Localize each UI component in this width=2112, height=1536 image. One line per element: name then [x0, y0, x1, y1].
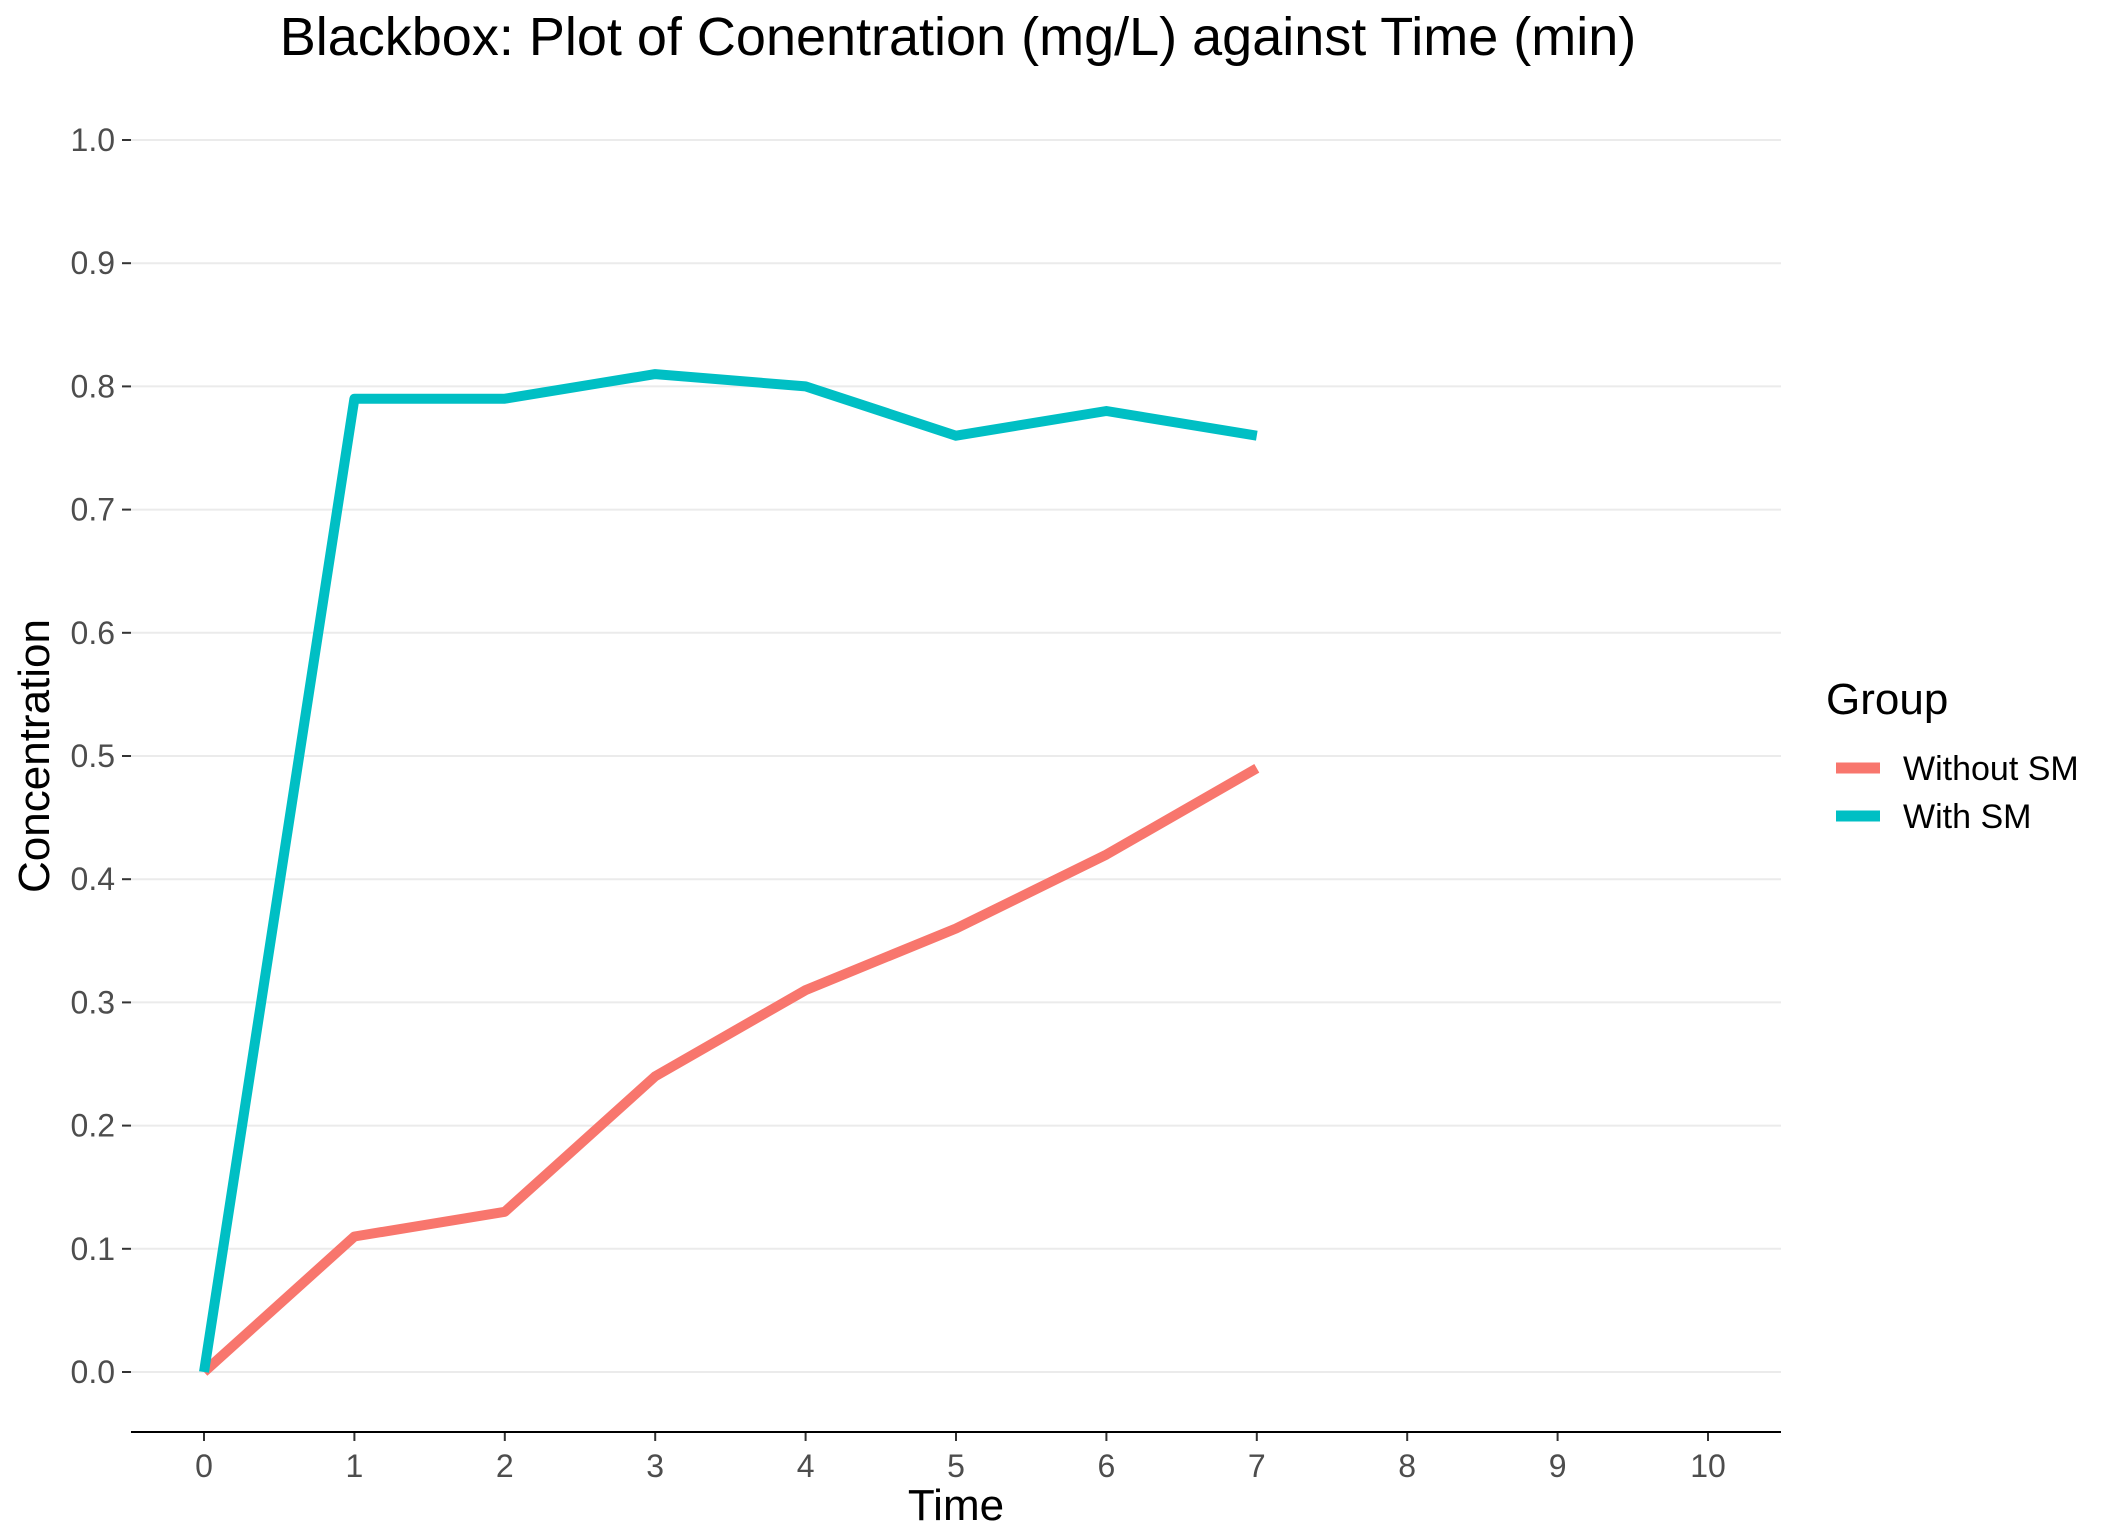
- series-line-with-sm: [199, 369, 1258, 1373]
- series-line-without-sm: [200, 763, 1260, 1376]
- y-tick-label: 0.5: [71, 738, 115, 774]
- y-axis-title: Concentration: [10, 619, 59, 893]
- x-tick-label: 3: [646, 1448, 664, 1484]
- x-tick-label: 7: [1248, 1448, 1266, 1484]
- y-tick-label: 0.7: [71, 492, 115, 528]
- x-tick-label: 4: [797, 1448, 815, 1484]
- x-tick-label: 1: [346, 1448, 364, 1484]
- y-tick-label: 0.1: [71, 1231, 115, 1267]
- y-tick-label: 0.9: [71, 245, 115, 281]
- series-group: [199, 369, 1260, 1376]
- x-tick-label: 10: [1690, 1448, 1726, 1484]
- y-tick-label: 0.2: [71, 1108, 115, 1144]
- legend-items: Without SM With SM: [1836, 750, 2079, 836]
- y-tick-label: 0.6: [71, 615, 115, 651]
- x-tick-label: 5: [947, 1448, 965, 1484]
- y-axis: 0.0 0.1 0.2 0.3 0.4 0.5 0.6 0.7 0.8 0.9 1.0: [71, 122, 131, 1390]
- y-tick-label: 0.3: [71, 984, 115, 1020]
- legend-title: Group: [1826, 675, 1948, 724]
- x-tick-label: 6: [1098, 1448, 1116, 1484]
- x-tick-label: 0: [195, 1448, 213, 1484]
- gridlines: [131, 139, 1781, 1373]
- legend-label: With SM: [1903, 798, 2031, 836]
- y-tick-label: 0.0: [71, 1354, 115, 1390]
- y-tick-label: 0.4: [71, 861, 115, 897]
- y-tick-label: 1.0: [71, 122, 115, 158]
- legend-label: Without SM: [1903, 750, 2079, 788]
- x-axis: 0 1 2 3 4 5 6 7 8 9 10: [195, 1432, 1726, 1484]
- x-tick-label: 9: [1549, 1448, 1567, 1484]
- chart-title: Blackbox: Plot of Conentration (mg/L) ag…: [280, 7, 1637, 67]
- x-tick-label: 8: [1398, 1448, 1416, 1484]
- x-tick-label: 2: [496, 1448, 514, 1484]
- y-tick-label: 0.8: [71, 368, 115, 404]
- x-axis-title: Time: [908, 1481, 1004, 1530]
- legend: Group Without SM With SM: [1826, 675, 2079, 836]
